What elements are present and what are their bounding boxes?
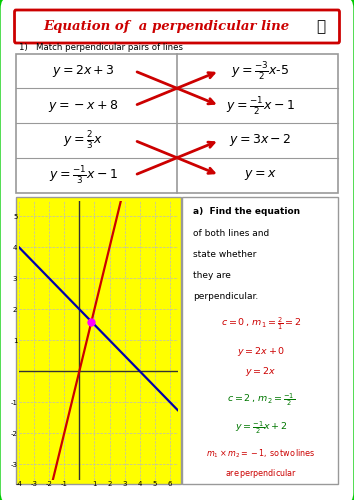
Text: $y = \frac{-3}{2}x\text{-}5$: $y = \frac{-3}{2}x\text{-}5$ xyxy=(231,60,289,82)
Text: $y = \frac{-1}{2}x - 1$: $y = \frac{-1}{2}x - 1$ xyxy=(226,94,295,116)
Text: they are: they are xyxy=(193,271,231,280)
Text: perpendicular.: perpendicular. xyxy=(193,292,259,301)
FancyBboxPatch shape xyxy=(15,10,339,43)
Bar xyxy=(182,196,338,484)
Bar xyxy=(16,196,181,484)
Text: $y = \frac{2}{3}x$: $y = \frac{2}{3}x$ xyxy=(63,130,103,152)
Text: 1)   Match perpendicular pairs of lines: 1) Match perpendicular pairs of lines xyxy=(19,43,183,52)
Text: $y = x$: $y = x$ xyxy=(244,168,276,182)
Text: $y = 2x + 0$: $y = 2x + 0$ xyxy=(237,345,285,358)
Text: $\mathrm{are\,perpendicular}$: $\mathrm{are\,perpendicular}$ xyxy=(225,466,297,479)
Text: $y = 2x+3$: $y = 2x+3$ xyxy=(52,63,115,79)
Text: a)  Find the equation: a) Find the equation xyxy=(193,208,301,216)
Text: ⏳: ⏳ xyxy=(316,19,325,34)
Text: $y = \frac{-1}{3}x - 1$: $y = \frac{-1}{3}x - 1$ xyxy=(49,164,118,186)
Text: $c = 2\,,\,m_2 = \frac{-1}{2}$: $c = 2\,,\,m_2 = \frac{-1}{2}$ xyxy=(227,391,295,408)
Text: Equation of  a perpendicular line: Equation of a perpendicular line xyxy=(43,20,290,33)
Text: state whether: state whether xyxy=(193,250,257,259)
Text: $y = \frac{-1}{2}x + 2$: $y = \frac{-1}{2}x + 2$ xyxy=(235,420,287,436)
Text: $y = 2x$: $y = 2x$ xyxy=(245,365,277,378)
Text: $y = 3x - 2$: $y = 3x - 2$ xyxy=(229,132,291,148)
Text: $m_1 \times m_2 = -1,\,\mathrm{so\,two\,lines}$: $m_1 \times m_2 = -1,\,\mathrm{so\,two\,… xyxy=(206,447,316,460)
Bar xyxy=(16,54,338,192)
Text: of both lines and: of both lines and xyxy=(193,228,270,237)
Text: $c = 0\,,\,m_1 = \frac{2}{1} = 2$: $c = 0\,,\,m_1 = \frac{2}{1} = 2$ xyxy=(221,315,301,332)
Text: $y = -x+8$: $y = -x+8$ xyxy=(48,98,118,114)
